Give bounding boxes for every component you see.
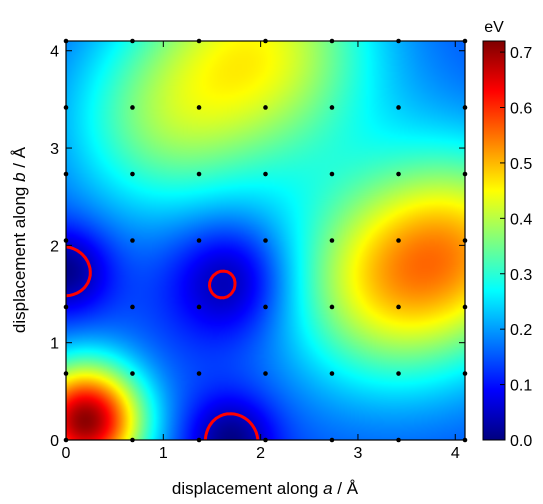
sample-point	[329, 105, 335, 110]
sample-point	[196, 105, 202, 110]
sample-point	[130, 238, 135, 243]
contour-line	[66, 245, 260, 440]
colorbar-tick-label: 0.2	[510, 322, 532, 339]
sample-point	[130, 105, 135, 110]
sample-point	[263, 238, 268, 243]
sample-point	[396, 371, 401, 376]
x-tick-label: 4	[451, 445, 460, 462]
contour-lines	[66, 245, 260, 440]
axes: 0 1 2 3 4 0 1 2 3 4	[50, 41, 465, 462]
sample-point	[329, 171, 335, 177]
y-tick-label: 4	[50, 44, 59, 61]
sample-point	[263, 171, 268, 177]
colorbar-tick-label: 0.0	[510, 433, 532, 450]
colorbar-tick-label: 0.6	[510, 101, 532, 118]
y-tick-label: 3	[50, 141, 59, 158]
sample-point	[329, 238, 335, 243]
sample-point	[396, 238, 401, 243]
sample-point	[263, 304, 268, 310]
sample-point	[329, 371, 335, 376]
sample-point	[396, 105, 401, 110]
colorbar-tick-label: 0.1	[510, 378, 532, 395]
colorbar-tick-label: 0.7	[510, 45, 532, 62]
plot-frame	[65, 40, 466, 441]
colorbar-tick-label: 0.5	[510, 156, 532, 173]
colorbar: eV 0.0 0.1 0.2 0.3 0.4 0.5 0.6 0.7	[482, 19, 532, 450]
colorbar-tick-label: 0.4	[510, 211, 532, 228]
y-tick-label: 2	[50, 238, 59, 255]
sample-point	[196, 371, 202, 376]
x-tick-label: 0	[62, 445, 71, 462]
colorbar-unit: eV	[484, 19, 504, 36]
sample-point	[263, 371, 268, 376]
x-axis-label: displacement along a / Å	[172, 479, 359, 498]
y-tick-label: 0	[50, 433, 59, 450]
y-tick-label: 1	[50, 336, 59, 353]
sample-point	[130, 371, 135, 376]
x-tick-label: 2	[256, 445, 265, 462]
sample-point	[329, 304, 335, 310]
sample-point	[130, 171, 135, 177]
colorbar-tick-label: 0.3	[510, 267, 532, 284]
sample-point	[263, 105, 268, 110]
sample-point	[396, 304, 401, 310]
sample-point	[196, 171, 202, 177]
sample-point	[396, 171, 401, 177]
colorbar-ticks: 0.0 0.1 0.2 0.3 0.4 0.5 0.6 0.7	[500, 45, 532, 450]
colorbar-gradient	[482, 40, 506, 441]
x-tick-label: 1	[159, 445, 168, 462]
sample-point	[196, 238, 202, 243]
sample-point	[196, 304, 202, 310]
x-tick-label: 3	[353, 445, 362, 462]
sample-point	[130, 304, 135, 310]
y-axis-label: displacement along b / Å	[10, 146, 29, 333]
